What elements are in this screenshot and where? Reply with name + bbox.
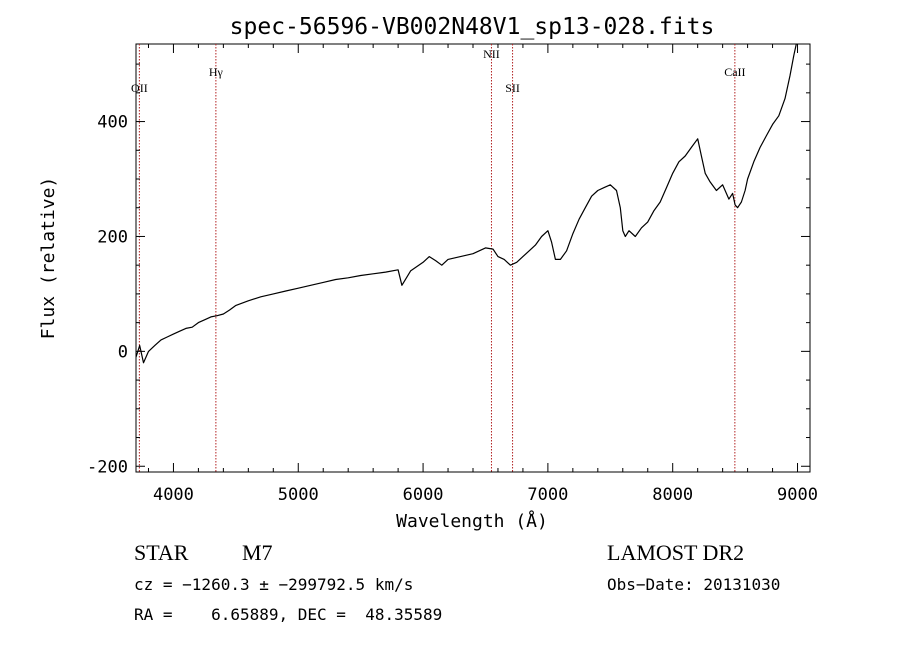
x-axis: 4000 5000 6000 7000 8000 9000 [147, 44, 818, 505]
object-class: STAR [134, 540, 189, 565]
plot-frame [135, 43, 811, 473]
chart-title: spec-56596-VB002N48V1_sp13-028.fits [230, 14, 715, 40]
y-tick-label: 200 [97, 227, 128, 247]
y-tick-label: 0 [118, 342, 128, 362]
obs-date: Obs−Date: 20131030 [607, 575, 780, 594]
y-tick-label: 400 [97, 113, 128, 133]
spectrum-series [135, 43, 797, 364]
spectrum-line [135, 43, 797, 364]
x-tick-label: 5000 [278, 485, 319, 505]
y-axis-label: Flux (relative) [38, 177, 59, 340]
line-marker-label: Hγ [209, 65, 224, 79]
x-tick-label: 6000 [403, 485, 444, 505]
line-marker-label: CaII [724, 65, 745, 79]
x-tick-label: 4000 [153, 485, 194, 505]
line-marker-label: NII [483, 47, 500, 61]
ra-dec-line: RA = 6.65889, DEC = 48.35589 [134, 605, 442, 624]
survey-name: LAMOST DR2 [607, 540, 744, 565]
y-tick-label: -200 [87, 457, 128, 477]
x-tick-label: 7000 [527, 485, 568, 505]
redshift-line: cz = −1260.3 ± −299792.5 km/s [134, 575, 413, 594]
object-subclass: M7 [242, 540, 273, 565]
x-tick-label: 9000 [777, 485, 818, 505]
line-markers: OII Hγ NII SII CaII [131, 44, 746, 472]
x-axis-label: Wavelength (Å) [396, 510, 548, 532]
y-axis: -200 0 200 400 [87, 63, 810, 477]
x-tick-label: 8000 [652, 485, 693, 505]
line-marker-label: OII [131, 81, 148, 95]
line-marker-label: SII [505, 81, 520, 95]
